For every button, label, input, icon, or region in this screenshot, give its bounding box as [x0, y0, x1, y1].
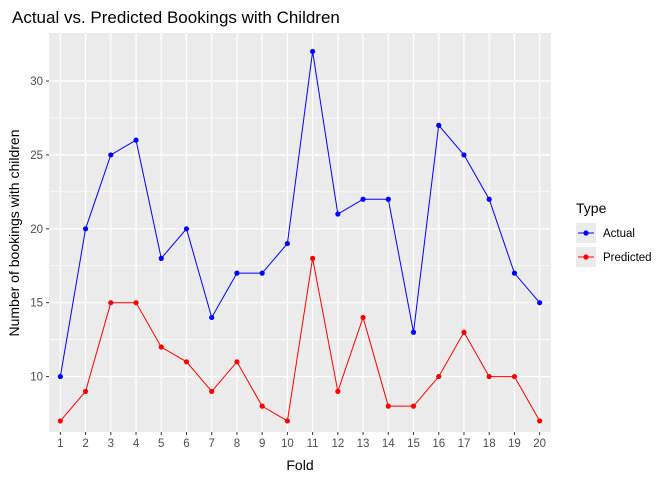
- data-point-predicted: [360, 314, 366, 321]
- data-point-actual: [284, 240, 290, 247]
- data-point-actual: [537, 300, 543, 306]
- x-tick-label: 9: [259, 438, 265, 450]
- legend-item-actual: Actual: [576, 223, 635, 243]
- x-tick-label: 11: [307, 438, 319, 450]
- x-tick-label: 4: [133, 438, 140, 450]
- legend-key-point: [583, 254, 589, 260]
- data-point-predicted: [461, 329, 467, 335]
- legend: Type Actual Predicted: [576, 200, 652, 267]
- legend-title: Type: [576, 200, 607, 216]
- legend-label-actual: Actual: [603, 228, 635, 240]
- data-point-predicted: [511, 373, 518, 380]
- data-point-predicted: [57, 418, 63, 424]
- y-tick-label: 15: [30, 298, 43, 310]
- data-point-predicted: [183, 359, 190, 365]
- series-line-actual: [59, 51, 541, 377]
- data-point-actual: [436, 122, 442, 128]
- data-point-actual: [234, 270, 240, 276]
- data-point-predicted: [335, 388, 341, 394]
- data-point-actual: [335, 211, 341, 217]
- data-point-actual: [486, 196, 492, 202]
- y-tick-label: 20: [30, 224, 43, 236]
- data-point-actual: [511, 270, 518, 276]
- legend-key-point: [583, 230, 589, 236]
- series-actual: [57, 48, 543, 380]
- series-predicted: [57, 255, 543, 424]
- x-axis: 1 2 3 4 5 6 7 8 9 10 11 12 13 14 15 16 17 18 19 20: [57, 432, 546, 450]
- x-tick-label: 14: [382, 438, 395, 450]
- data-point-actual: [133, 137, 139, 143]
- y-tick-label: 10: [30, 372, 43, 384]
- x-tick-label: 18: [483, 438, 496, 450]
- x-tick-label: 1: [57, 438, 63, 450]
- data-point-predicted: [133, 300, 139, 306]
- x-axis-title: Fold: [286, 457, 313, 473]
- x-tick-label: 3: [108, 438, 114, 450]
- data-point-actual: [209, 314, 215, 321]
- x-tick-label: 15: [407, 438, 420, 450]
- data-point-predicted: [310, 255, 316, 261]
- data-point-predicted: [234, 359, 240, 365]
- y-tick-label: 30: [30, 76, 43, 88]
- data-point-actual: [57, 373, 63, 380]
- chart-title: Actual vs. Predicted Bookings with Child…: [12, 8, 340, 27]
- data-point-predicted: [259, 403, 265, 409]
- data-point-predicted: [436, 373, 442, 380]
- data-point-actual: [259, 270, 265, 276]
- data-point-actual: [108, 152, 114, 158]
- data-point-predicted: [537, 418, 543, 424]
- data-point-predicted: [108, 300, 114, 306]
- series-layer: [57, 48, 543, 424]
- data-point-predicted: [486, 373, 492, 380]
- data-point-predicted: [410, 403, 417, 409]
- x-tick-label: 13: [357, 438, 370, 450]
- legend-item-predicted: Predicted: [576, 247, 652, 267]
- plot-panel: [49, 33, 551, 432]
- data-point-actual: [310, 48, 316, 55]
- x-tick-label: 6: [183, 438, 189, 450]
- data-point-predicted: [158, 344, 164, 350]
- x-tick-label: 8: [234, 438, 240, 450]
- data-point-actual: [82, 226, 89, 232]
- data-point-predicted: [82, 388, 89, 394]
- series-line-predicted: [59, 258, 541, 422]
- data-point-actual: [360, 196, 366, 202]
- x-tick-label: 2: [82, 438, 88, 450]
- data-point-actual: [385, 196, 391, 202]
- x-tick-label: 12: [331, 438, 344, 450]
- data-point-predicted: [385, 403, 391, 409]
- data-point-predicted: [209, 388, 215, 394]
- data-point-actual: [158, 255, 164, 261]
- x-tick-label: 20: [533, 438, 546, 450]
- x-tick-label: 7: [209, 438, 215, 450]
- x-tick-label: 5: [158, 438, 164, 450]
- x-tick-label: 10: [281, 438, 294, 450]
- data-point-predicted: [284, 418, 290, 424]
- legend-label-predicted: Predicted: [603, 252, 652, 264]
- y-axis-title: Number of bookings with children: [6, 130, 22, 337]
- data-point-actual: [461, 152, 467, 158]
- x-tick-label: 19: [508, 438, 521, 450]
- x-tick-label: 16: [432, 438, 445, 450]
- y-tick-label: 25: [30, 150, 43, 162]
- x-tick-label: 17: [458, 438, 471, 450]
- data-point-actual: [183, 226, 190, 232]
- data-point-actual: [410, 329, 417, 335]
- y-axis: 10 15 20 25 30: [30, 76, 49, 384]
